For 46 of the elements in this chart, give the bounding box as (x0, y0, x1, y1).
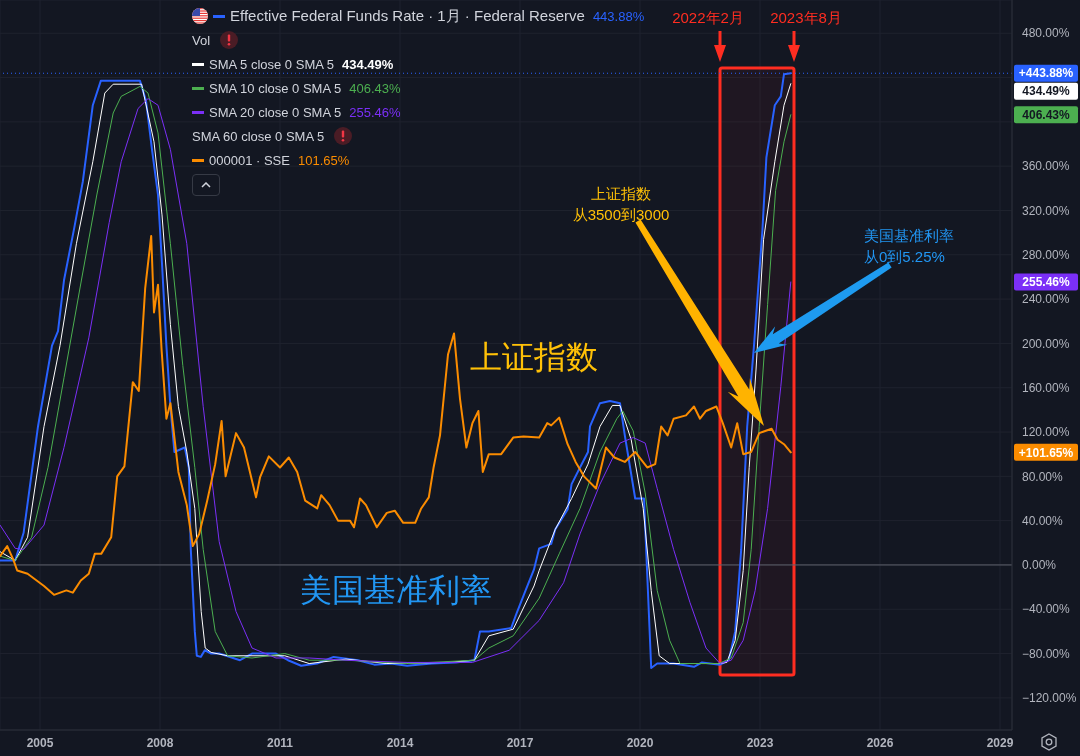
annotation: SMA 60 close 0 SMA 5 (192, 128, 325, 144)
x-tick-label: 2014 (386, 736, 414, 750)
annotation: 406.43% (349, 80, 401, 96)
y-tick-label: 480.00% (1022, 26, 1070, 41)
y-tick-label: 0.00% (1022, 558, 1057, 573)
y-tick-label: 320.00% (1022, 203, 1070, 218)
text: 434.49% (1022, 84, 1071, 99)
legend-label: SMA 20 close 0 SMA 5 (209, 104, 342, 120)
x-tick-label: 2017 (506, 736, 534, 750)
annotation: 255.46% (349, 104, 401, 120)
y-tick-label: −120.00% (1022, 691, 1077, 706)
legend-label: 000001 · SSE (209, 152, 290, 168)
y-tick-label: −80.00% (1022, 646, 1071, 661)
annotation: Vol (192, 32, 211, 48)
x-tick-label: 2008 (146, 736, 174, 750)
y-tick-label: −40.00% (1022, 602, 1071, 617)
annotation: 上证指数从3500到3000 (572, 184, 670, 223)
text: 406.43% (1022, 107, 1071, 122)
legend-label: SMA 5 close 0 SMA 5 (209, 56, 335, 72)
x-tick-label: 2020 (626, 736, 654, 750)
annotation: 434.49% (342, 56, 394, 72)
annotation: 美国基准利率从0到5.25% (864, 226, 954, 265)
annotation: 上证指数 (470, 339, 598, 375)
legend-label: Effective Federal Funds Rate · 1月 · Federal Reserve (230, 6, 585, 26)
y-tick-label: 200.00% (1022, 336, 1070, 351)
legend-label: SMA 10 close 0 SMA 5 (209, 80, 342, 96)
x-tick-label: 2011 (266, 736, 294, 750)
x-tick-label: 2026 (866, 736, 894, 750)
annotation: 443.88% (592, 8, 645, 24)
y-tick-label: 40.00% (1022, 513, 1064, 528)
y-tick-label: 360.00% (1022, 159, 1070, 174)
annotation: 2023年8月 (770, 8, 842, 26)
y-tick-label: 240.00% (1022, 292, 1070, 307)
text: +443.88% (1018, 66, 1074, 81)
x-tick-label: 2005 (26, 736, 54, 750)
y-tick-label: 80.00% (1022, 469, 1064, 484)
x-tick-label: 2023 (746, 736, 774, 750)
text: 255.46% (1022, 275, 1071, 290)
annotation: 美国基准利率 (300, 572, 492, 608)
y-tick-label: 120.00% (1022, 425, 1070, 440)
text: +101.65% (1018, 445, 1074, 460)
annotation: 101.65% (297, 152, 350, 168)
annotation: 2022年2月 (672, 8, 744, 26)
y-tick-label: 160.00% (1022, 380, 1070, 395)
x-tick-label: 2029 (986, 736, 1014, 750)
y-tick-label: 280.00% (1022, 247, 1070, 262)
